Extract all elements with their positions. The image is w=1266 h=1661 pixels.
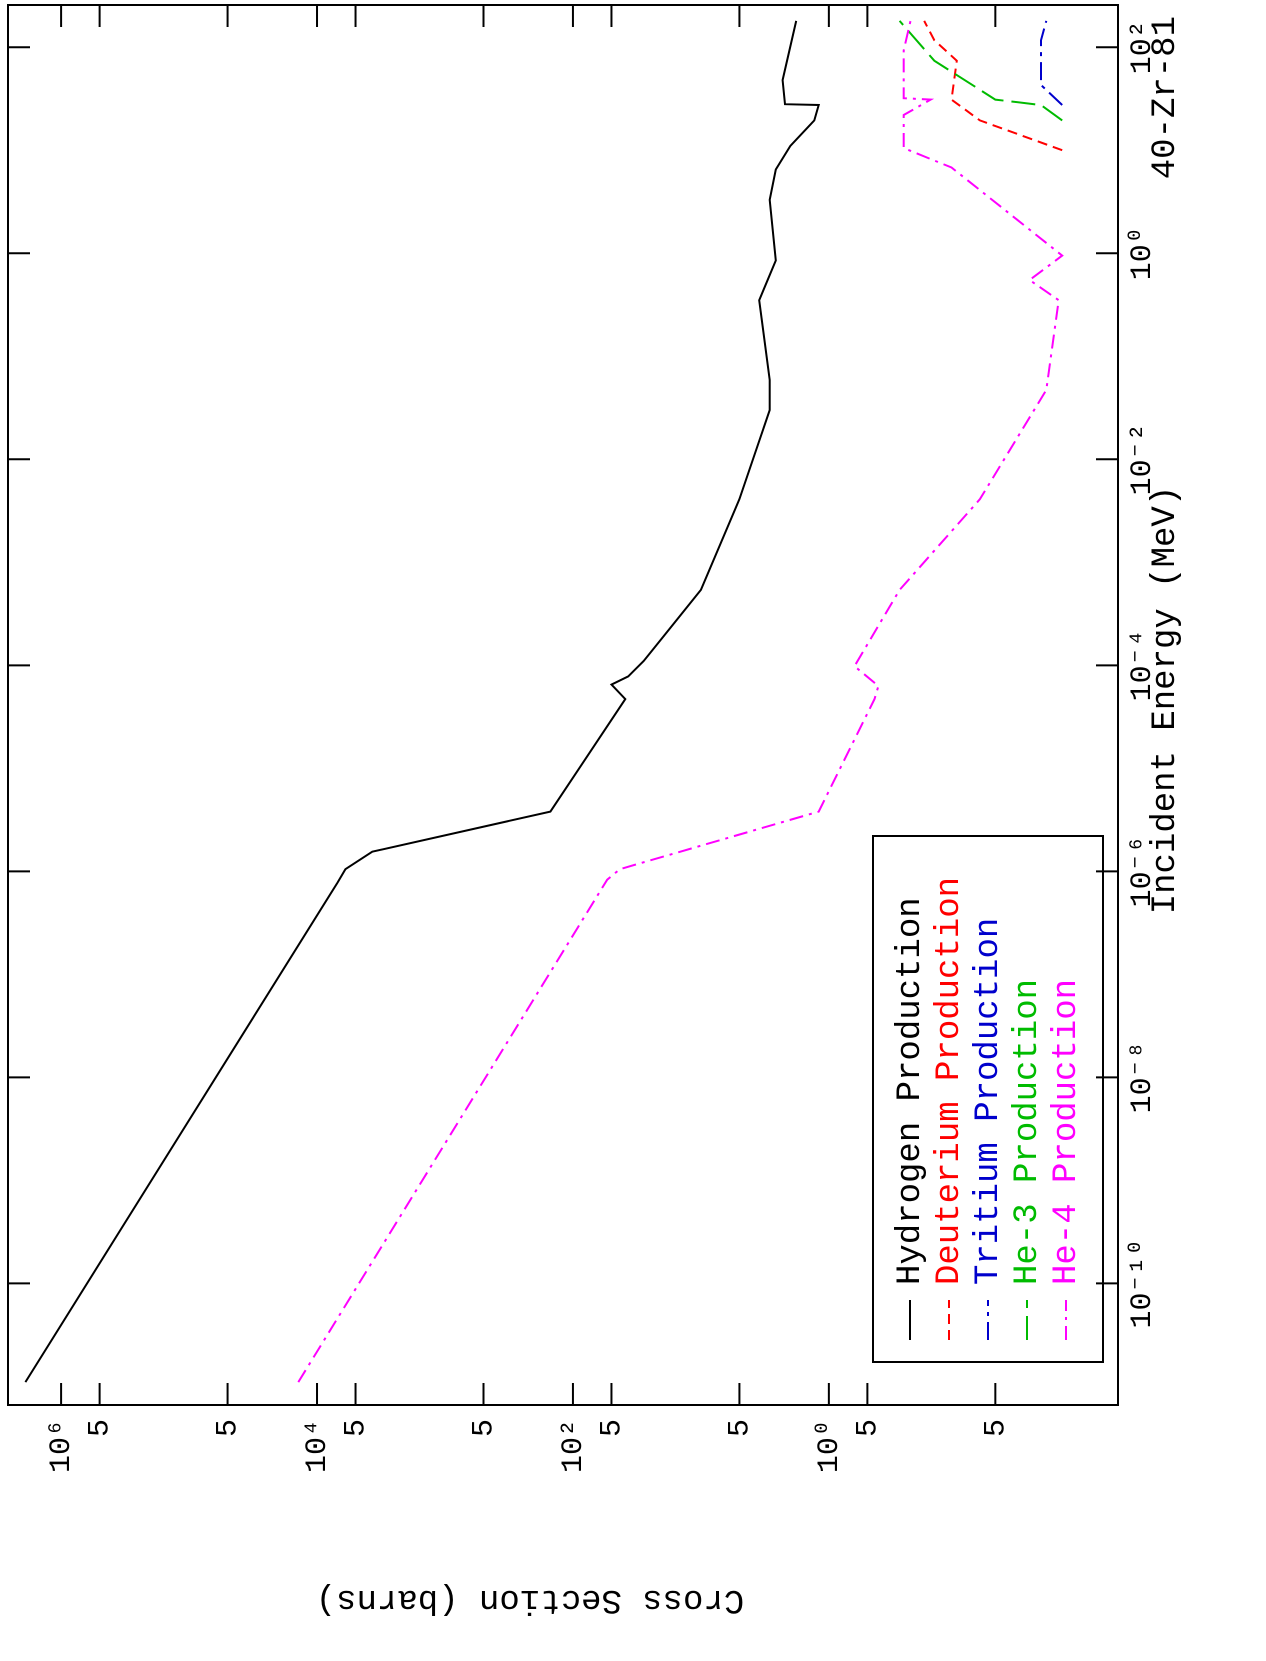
legend-label: Tritium Production	[970, 918, 1008, 1285]
chart-title: 40-Zr-81	[1147, 16, 1185, 179]
x-tick-label: 10⁻²	[1126, 423, 1160, 495]
x-tick-label: 10⁻⁶	[1126, 835, 1160, 907]
x-tick-label: 10²	[1126, 20, 1160, 74]
series-line	[297, 20, 1064, 1383]
series-line	[898, 20, 1063, 122]
series-line	[1040, 20, 1063, 106]
legend-box	[872, 835, 1104, 1363]
x-axis-label: Incident Energy (MeV)	[1147, 486, 1185, 914]
x-tick-label: 10⁻⁴	[1126, 629, 1160, 701]
plot-area	[24, 20, 1064, 1383]
y-tick-label: 5	[723, 1419, 757, 1437]
x-tick-label: 10⁰	[1126, 226, 1160, 280]
y-tick-label: 5	[84, 1419, 118, 1437]
x-tick-label: 10⁻⁸	[1126, 1041, 1160, 1113]
y-tick-label: 5	[979, 1419, 1013, 1437]
y-tick-label: 10²	[557, 1419, 591, 1473]
plot-frame	[7, 4, 1119, 1406]
y-tick-label: 5	[339, 1419, 373, 1437]
y-tick-label: 5	[467, 1419, 501, 1437]
y-tick-label: 5	[212, 1419, 246, 1437]
series-line	[24, 20, 821, 1383]
x-tick-label: 10⁻¹⁰	[1126, 1238, 1160, 1328]
legend-label: He-3 Production	[1009, 979, 1047, 1285]
legend-label: Hydrogen Production	[892, 897, 930, 1285]
y-tick-label: 5	[595, 1419, 629, 1437]
legend-label: Deuterium Production	[931, 877, 969, 1285]
y-axis-label: Cross Section (barns)	[316, 1580, 744, 1618]
series-line	[923, 20, 1063, 152]
rotated-plot: 40-Zr-81 Incident Energy (MeV) Cross Sec…	[7, 4, 1185, 1618]
y-tick-label: 5	[851, 1419, 885, 1437]
y-tick-label: 10⁰	[813, 1419, 847, 1473]
legend-label: He-4 Production	[1048, 979, 1086, 1285]
y-tick-label: 10⁶	[45, 1419, 79, 1473]
y-tick-label: 10⁴	[301, 1419, 335, 1473]
